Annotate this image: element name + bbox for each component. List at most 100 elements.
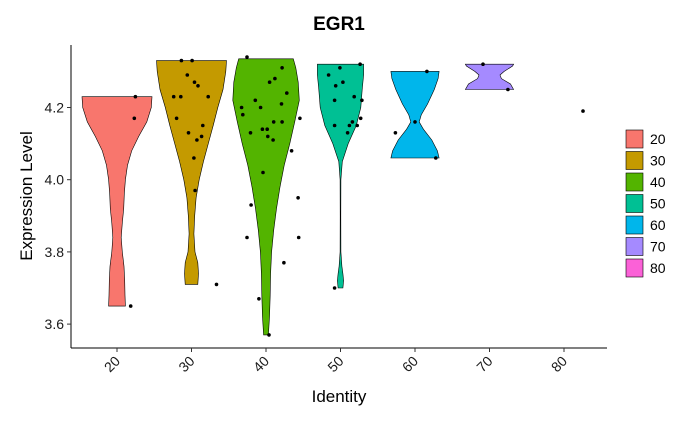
x-tick-label: 80 [548,353,570,375]
data-point-40 [266,134,270,139]
violin-60 [390,71,440,159]
data-point-50 [332,98,337,103]
data-point-50 [345,131,350,135]
y-tick-label: 3.8 [45,244,65,260]
data-point-30 [186,131,191,135]
legend-key-30 [625,151,644,170]
chart-title: EGR1 [313,14,365,35]
violin-40 [232,58,300,336]
data-point-40 [298,116,302,121]
x-tick-label: 30 [175,353,197,375]
data-point-30 [185,73,190,77]
data-point-40 [267,333,271,337]
data-point-60 [434,156,438,160]
data-point-30 [214,282,219,287]
data-point-30 [206,94,210,99]
data-point-30 [192,156,196,160]
data-point-30 [179,58,184,63]
data-point-40 [261,170,265,175]
data-point-40 [258,105,263,110]
data-point-30 [171,94,176,99]
data-point-50 [341,80,345,84]
data-point-40 [280,120,284,124]
legend-label-60: 60 [650,217,666,233]
legend-label-50: 50 [650,196,666,212]
data-point-50 [350,120,355,124]
violin-50 [317,63,364,289]
data-point-60 [413,120,417,124]
x-tick-label: 70 [473,353,495,375]
legend-label-70: 70 [650,239,666,255]
data-point-40 [289,149,294,153]
y-axis-ticks: 3.6 3.8 4.0 4.2 [45,100,71,332]
data-point-60 [425,69,429,74]
x-tick-label: 40 [250,353,272,375]
data-point-30 [195,138,199,142]
data-point-70 [506,87,510,92]
data-point-30 [196,84,200,88]
data-point-50 [332,286,337,290]
legend-label-30: 30 [650,153,666,169]
data-point-20 [133,94,138,99]
x-axis-ticks: 20 30 40 50 60 70 80 [101,348,570,375]
data-point-40 [282,260,286,265]
x-tick-label: 50 [324,353,346,375]
legend-label-80: 80 [650,260,666,276]
legend-key-70 [625,237,644,256]
data-point-80 [581,109,585,113]
data-point-40 [279,102,284,106]
y-tick-label: 3.6 [45,316,65,332]
point-layer [128,55,585,337]
data-point-40 [296,196,300,200]
violin-70 [464,63,515,90]
legend-key-60 [625,215,644,235]
data-point-40 [273,76,277,81]
data-point-60 [393,131,398,135]
x-tick-label: 60 [399,353,421,375]
data-point-40 [267,80,272,84]
x-axis-label: Identity [312,387,367,406]
data-point-40 [271,120,276,124]
legend-label-20: 20 [650,131,666,147]
data-point-50 [355,123,360,128]
data-point-50 [326,73,331,77]
legend-key-50 [625,194,644,213]
data-point-40 [241,112,245,117]
data-point-40 [296,235,301,240]
data-point-20 [128,304,133,308]
data-point-20 [132,116,137,121]
data-point-40 [248,131,253,135]
data-point-50 [352,94,357,99]
y-tick-label: 4.2 [45,100,65,116]
legend-key-20 [625,129,644,149]
data-point-40 [280,66,284,70]
data-point-40 [239,105,244,110]
data-point-30 [179,94,183,99]
data-point-40 [271,138,275,142]
data-point-30 [190,58,194,63]
data-point-40 [257,297,261,301]
data-point-50 [360,98,364,103]
data-point-70 [481,62,485,66]
data-point-30 [199,134,204,139]
data-point-50 [347,123,352,128]
y-tick-label: 4.0 [45,172,65,188]
data-point-40 [253,98,258,103]
data-point-40 [245,235,249,240]
data-point-30 [174,116,179,121]
data-point-50 [333,84,338,88]
y-axis-label: Expression Level [17,131,36,260]
data-point-40 [245,55,249,59]
data-point-50 [338,66,342,70]
data-point-40 [260,127,265,131]
violin-30 [156,60,227,285]
data-point-50 [358,116,363,121]
legend-key-80 [625,258,644,278]
data-point-40 [265,127,270,131]
violin-20 [81,96,153,307]
data-point-40 [285,91,289,95]
data-point-30 [201,123,205,128]
legend-label-40: 40 [650,174,666,190]
legend-key-40 [625,172,644,192]
